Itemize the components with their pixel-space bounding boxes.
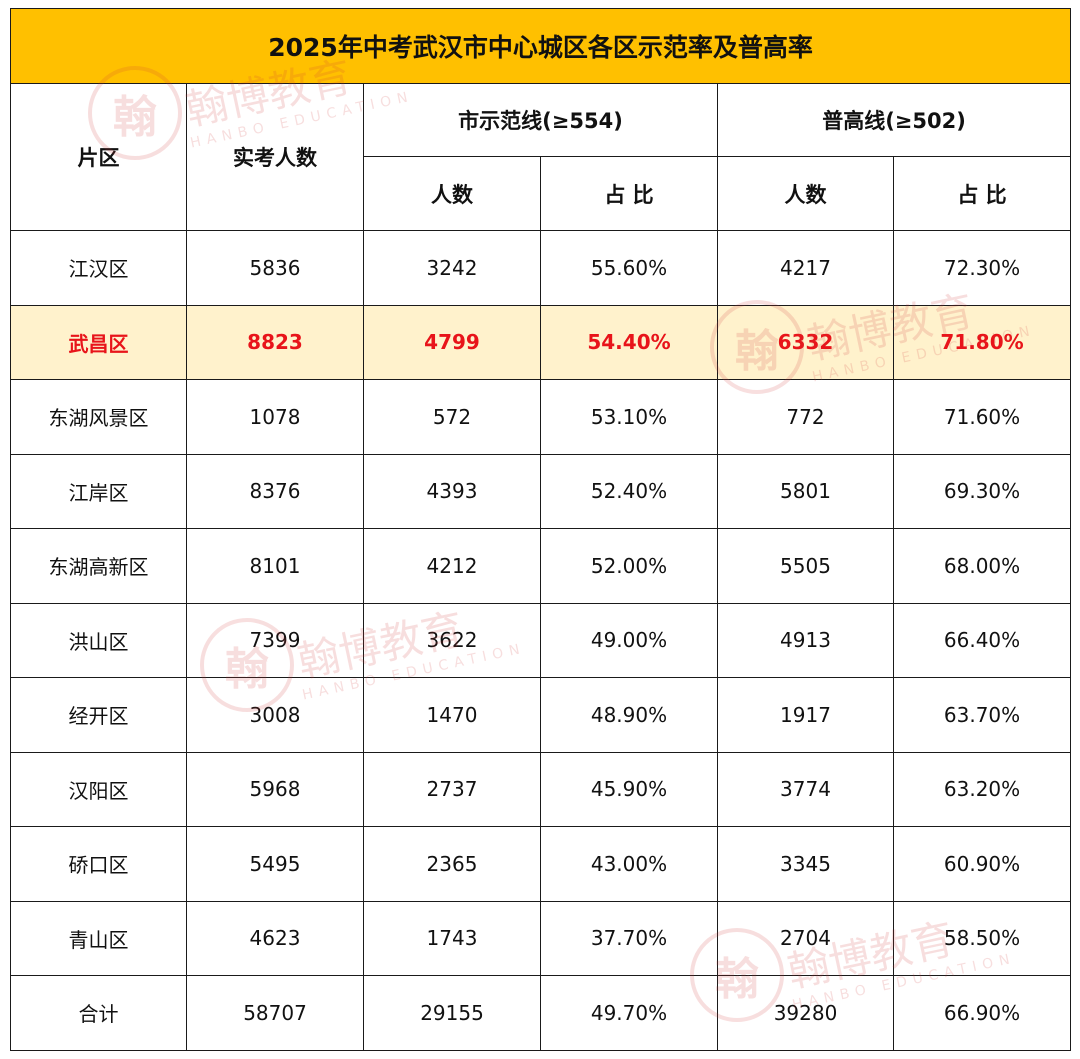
table-title: 2025年中考武汉市中心城区各区示范率及普高率	[9, 8, 1072, 84]
cell-model-ratio: 52.40%	[540, 453, 718, 529]
cell-general-count: 1917	[717, 677, 894, 753]
cell-district: 东湖高新区	[10, 528, 187, 604]
cell-general-ratio: 68.00%	[892, 528, 1072, 604]
cell-general-ratio: 63.70%	[892, 677, 1072, 753]
cell-general-count: 4217	[717, 230, 894, 306]
cell-model-ratio: 43.00%	[540, 826, 718, 902]
cell-district: 合计	[10, 975, 187, 1051]
cell-general-ratio: 63.20%	[892, 751, 1072, 827]
cell-model-ratio: 37.70%	[540, 900, 718, 976]
cell-examinees: 3008	[186, 677, 364, 753]
cell-model-ratio: 49.00%	[540, 602, 718, 678]
cell-model-count: 3622	[363, 602, 541, 678]
cell-model-ratio: 49.70%	[540, 975, 718, 1051]
cell-general-count: 772	[717, 379, 894, 455]
table-row: 合计 58707 29155 49.70% 39280 66.90%	[10, 975, 1072, 1051]
cell-model-ratio: 55.60%	[540, 230, 718, 306]
cell-examinees: 8376	[186, 453, 364, 529]
cell-general-ratio: 71.60%	[892, 379, 1072, 455]
table-row: 东湖风景区 1078 572 53.10% 772 71.60%	[10, 379, 1072, 455]
cell-examinees: 8823	[186, 304, 364, 380]
header-district: 片区	[10, 83, 187, 231]
cell-model-ratio: 54.40%	[540, 304, 718, 380]
cell-district: 江岸区	[10, 453, 187, 529]
cell-model-count: 572	[363, 379, 541, 455]
cell-general-count: 39280	[717, 975, 894, 1051]
table-container: 2025年中考武汉市中心城区各区示范率及普高率 片区 实考人数 市示范线(≥55…	[9, 8, 1072, 1051]
cell-model-count: 4799	[363, 304, 541, 380]
cell-general-count: 6332	[717, 304, 894, 380]
statistics-table: 2025年中考武汉市中心城区各区示范率及普高率 片区 实考人数 市示范线(≥55…	[9, 8, 1072, 1051]
cell-model-ratio: 53.10%	[540, 379, 718, 455]
cell-general-ratio: 71.80%	[892, 304, 1072, 380]
cell-model-count: 4393	[363, 453, 541, 529]
cell-examinees: 5836	[186, 230, 364, 306]
cell-general-ratio: 60.90%	[892, 826, 1072, 902]
header-general-ratio: 占 比	[892, 156, 1072, 231]
header-general-line: 普高线(≥502)	[716, 83, 1072, 157]
table-row: 硚口区 5495 2365 43.00% 3345 60.90%	[10, 826, 1072, 902]
cell-general-count: 3345	[717, 826, 894, 902]
cell-examinees: 1078	[186, 379, 364, 455]
cell-model-count: 2365	[363, 826, 541, 902]
cell-examinees: 5968	[186, 751, 364, 827]
cell-examinees: 7399	[186, 602, 364, 678]
cell-general-count: 5801	[717, 453, 894, 529]
cell-district: 青山区	[10, 900, 187, 976]
table-row-highlighted: 武昌区 8823 4799 54.40% 6332 71.80%	[10, 304, 1072, 380]
cell-general-ratio: 72.30%	[892, 230, 1072, 306]
cell-model-ratio: 48.90%	[540, 677, 718, 753]
header-model-ratio: 占 比	[540, 156, 718, 231]
cell-examinees: 4623	[186, 900, 364, 976]
table-body: 江汉区 5836 3242 55.60% 4217 72.30% 武昌区 8823 4799 54…	[10, 230, 1072, 1051]
cell-model-ratio: 45.90%	[540, 751, 718, 827]
cell-general-ratio: 66.40%	[892, 602, 1072, 678]
table-row: 青山区 4623 1743 37.70% 2704 58.50%	[10, 900, 1072, 976]
cell-district: 硚口区	[10, 826, 187, 902]
cell-district: 汉阳区	[10, 751, 187, 827]
table-row: 经开区 3008 1470 48.90% 1917 63.70%	[10, 677, 1072, 753]
cell-examinees: 58707	[186, 975, 364, 1051]
cell-model-count: 2737	[363, 751, 541, 827]
table-row: 江汉区 5836 3242 55.60% 4217 72.30%	[10, 230, 1072, 306]
cell-district: 东湖风景区	[10, 379, 187, 455]
table-row: 洪山区 7399 3622 49.00% 4913 66.40%	[10, 602, 1072, 678]
cell-examinees: 5495	[186, 826, 364, 902]
table-row: 江岸区 8376 4393 52.40% 5801 69.30%	[10, 453, 1072, 529]
cell-model-ratio: 52.00%	[540, 528, 718, 604]
header-examinees: 实考人数	[186, 83, 364, 231]
cell-examinees: 8101	[186, 528, 364, 604]
cell-general-ratio: 66.90%	[892, 975, 1072, 1051]
header-model-line: 市示范线(≥554)	[363, 83, 718, 157]
cell-district: 江汉区	[10, 230, 187, 306]
cell-general-count: 2704	[717, 900, 894, 976]
cell-general-ratio: 69.30%	[892, 453, 1072, 529]
header-model-count: 人数	[363, 156, 541, 231]
cell-model-count: 1470	[363, 677, 541, 753]
cell-model-count: 4212	[363, 528, 541, 604]
cell-district: 武昌区	[10, 304, 187, 380]
cell-general-ratio: 58.50%	[892, 900, 1072, 976]
cell-general-count: 5505	[717, 528, 894, 604]
table-row: 东湖高新区 8101 4212 52.00% 5505 68.00%	[10, 528, 1072, 604]
cell-model-count: 3242	[363, 230, 541, 306]
cell-model-count: 29155	[363, 975, 541, 1051]
header-general-count: 人数	[717, 156, 894, 231]
table-row: 汉阳区 5968 2737 45.90% 3774 63.20%	[10, 751, 1072, 827]
cell-model-count: 1743	[363, 900, 541, 976]
cell-general-count: 4913	[717, 602, 894, 678]
cell-district: 经开区	[10, 677, 187, 753]
cell-general-count: 3774	[717, 751, 894, 827]
cell-district: 洪山区	[10, 602, 187, 678]
